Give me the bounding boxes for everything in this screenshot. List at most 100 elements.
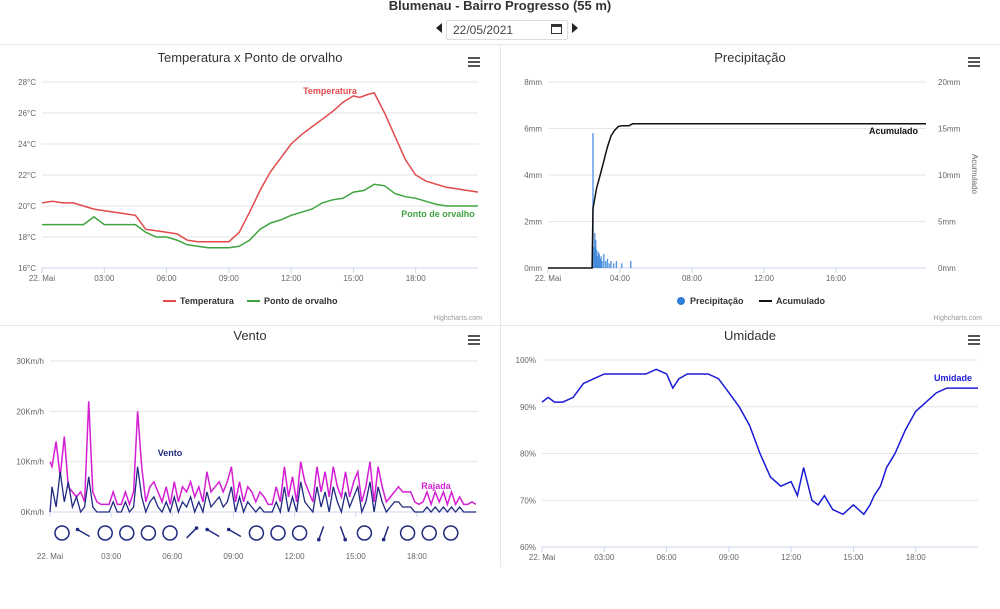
credit[interactable]: Highcharts.com xyxy=(433,315,482,322)
x-tick-label: 06:00 xyxy=(657,553,678,562)
y-tick-label: 20°C xyxy=(18,202,36,211)
x-tick-label: 12:00 xyxy=(781,553,802,562)
next-day-arrow-icon[interactable] xyxy=(572,23,578,33)
series-label-vento: Vento xyxy=(158,448,183,458)
wind-arrow-icon xyxy=(317,526,325,542)
wind-calm-icon xyxy=(399,525,416,541)
legend: Precipitação Acumulado xyxy=(677,296,826,306)
header: Blumenau - Bairro Progresso (55 m) xyxy=(0,0,1000,44)
x-tick-label: 18:00 xyxy=(406,274,427,283)
x-tick-label: 22. Mai xyxy=(529,553,555,562)
precip-bar[interactable] xyxy=(630,261,632,268)
precip-bar[interactable] xyxy=(603,254,605,268)
credit[interactable]: Highcharts.com xyxy=(933,315,982,322)
series-line-acumulado[interactable] xyxy=(548,123,926,269)
y-tick-label: 24°C xyxy=(18,140,36,149)
precip-bar[interactable] xyxy=(615,261,618,268)
precip-bar[interactable] xyxy=(594,233,596,268)
precip-bar[interactable] xyxy=(597,251,600,268)
precip-bar[interactable] xyxy=(593,247,595,268)
series-line-orvalho[interactable] xyxy=(42,183,478,249)
y-tick-label: 30Km/h xyxy=(16,357,44,366)
precip-bar[interactable] xyxy=(595,240,597,268)
precip-bar[interactable] xyxy=(613,263,615,268)
y-right-tick-label: 20mm xyxy=(938,78,961,87)
wind-arrow-icon xyxy=(381,526,390,542)
series-line-temperatura[interactable] xyxy=(41,91,479,243)
precip-bar[interactable] xyxy=(592,133,594,268)
precip-bar[interactable] xyxy=(604,261,607,268)
y-tick-label: 26°C xyxy=(18,109,36,118)
precip-bar[interactable] xyxy=(595,249,598,268)
x-tick-label: 16:00 xyxy=(826,274,847,283)
wind-calm-icon xyxy=(356,525,373,541)
series-line-rajada[interactable] xyxy=(49,401,477,507)
x-tick-label: 12:00 xyxy=(754,274,775,283)
precip-bar[interactable] xyxy=(606,258,609,268)
precip-bar[interactable] xyxy=(608,263,610,268)
wind-calm-icon xyxy=(140,525,157,541)
wind-chart: Vento 0Km/h 10Km/h 20Km/h 30Km/h 22. Mai 03:0… xyxy=(16,328,480,561)
precip-bar[interactable] xyxy=(599,258,601,268)
legend-temperatura[interactable]: Temperatura xyxy=(180,296,235,306)
series-line-vento[interactable] xyxy=(49,466,476,515)
precip-bar[interactable] xyxy=(600,256,602,268)
x-tick-label: 03:00 xyxy=(94,274,115,283)
chart-title: Umidade xyxy=(724,328,776,343)
y-tick-label: 16°C xyxy=(18,264,36,273)
y-right-tick-label: 0mm xyxy=(938,264,956,273)
y-tick-label: 20Km/h xyxy=(16,407,44,416)
temperature-chart: Temperatura x Ponto de orvalho 16°C 18°C 2… xyxy=(18,50,482,322)
wind-calm-icon xyxy=(248,525,265,541)
wind-calm-icon xyxy=(97,525,113,541)
precip-bar[interactable] xyxy=(596,256,599,268)
wind-arrow-icon xyxy=(186,526,199,539)
y-tick-label: 22°C xyxy=(18,171,36,180)
x-tick-label: 06:00 xyxy=(162,552,183,561)
x-tick-label: 09:00 xyxy=(223,552,244,561)
x-tick-label: 09:00 xyxy=(719,553,740,562)
precip-bar[interactable] xyxy=(598,254,600,268)
series-line-umidade[interactable] xyxy=(541,368,978,516)
x-tick-label: 12:00 xyxy=(281,274,302,283)
legend-orvalho[interactable]: Ponto de orvalho xyxy=(264,296,338,306)
menu-icon[interactable] xyxy=(468,335,480,345)
wind-direction-row xyxy=(54,525,459,542)
x-tick-label: 18:00 xyxy=(407,552,428,561)
menu-icon[interactable] xyxy=(968,57,980,67)
series-label-umidade: Umidade xyxy=(934,373,972,383)
precipitation-chart: Precipitação 0mm 2mm 4mm 6mm 8mm 22. Mai 04:00… xyxy=(524,50,982,322)
date-input[interactable] xyxy=(453,23,543,37)
wind-calm-icon xyxy=(291,525,308,541)
wind-arrow-icon xyxy=(339,526,347,542)
y-tick-label: 10Km/h xyxy=(16,458,44,467)
wind-calm-icon xyxy=(443,525,459,541)
legend-precipitacao[interactable]: Precipitação xyxy=(690,296,744,306)
y-tick-label: 60% xyxy=(520,543,536,552)
precip-bar[interactable] xyxy=(621,263,623,268)
previous-day-arrow-icon[interactable] xyxy=(436,23,442,33)
precip-bar[interactable] xyxy=(601,261,603,268)
precip-bar[interactable] xyxy=(610,261,612,268)
calendar-icon[interactable] xyxy=(551,24,562,34)
series-label-rajada: Rajada xyxy=(421,481,452,491)
x-tick-label: 18:00 xyxy=(906,553,927,562)
series-label-temperatura: Temperatura xyxy=(303,86,358,96)
x-tick-label: 03:00 xyxy=(594,553,615,562)
date-picker[interactable] xyxy=(446,20,568,40)
right-axis-label: Acumulado xyxy=(970,154,979,195)
x-tick-label: 06:00 xyxy=(157,274,178,283)
x-tick-label: 08:00 xyxy=(682,274,703,283)
x-tick-label: 04:00 xyxy=(610,274,631,283)
menu-icon[interactable] xyxy=(468,57,480,67)
chart-title: Temperatura x Ponto de orvalho xyxy=(158,50,343,65)
wind-calm-icon xyxy=(162,525,178,541)
wind-calm-icon xyxy=(119,525,135,541)
x-tick-label: 22. Mai xyxy=(37,552,63,561)
legend-acumulado[interactable]: Acumulado xyxy=(776,296,826,306)
page-title: Blumenau - Bairro Progresso (55 m) xyxy=(388,0,612,13)
y-tick-label: 28°C xyxy=(18,78,36,87)
menu-icon[interactable] xyxy=(968,335,980,345)
wind-arrow-icon xyxy=(205,527,220,538)
y-right-tick-label: 10mm xyxy=(938,171,961,180)
